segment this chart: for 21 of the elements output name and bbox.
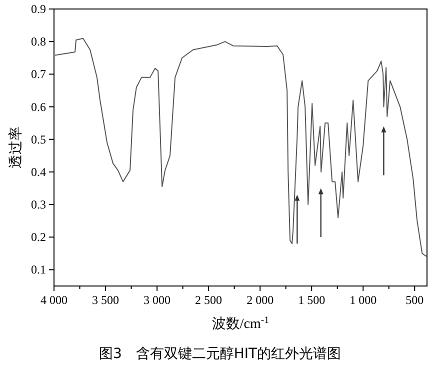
x-tick-label: 2 500 bbox=[195, 293, 222, 307]
y-tick-label: 0.2 bbox=[31, 230, 46, 244]
y-tick-label: 0.5 bbox=[31, 132, 46, 146]
line-series bbox=[54, 38, 428, 258]
x-tick-label: 1 500 bbox=[298, 293, 326, 307]
x-tick-label: 4 000 bbox=[40, 293, 68, 307]
y-tick-label: 0.6 bbox=[31, 100, 46, 114]
y-tick-label: 0.7 bbox=[31, 67, 46, 82]
x-tick-label: 1 000 bbox=[350, 293, 377, 307]
y-tick-label: 0.4 bbox=[31, 164, 46, 179]
y-tick-label: 0.1 bbox=[31, 262, 46, 277]
x-axis-title: 波数/cm$^{-1}$ bbox=[212, 314, 270, 332]
text: 图3 含有双键二元醇HIT的红外光谱图 bbox=[98, 346, 342, 362]
x-tick-label: 2 000 bbox=[246, 293, 274, 307]
y-tick-label: 0.3 bbox=[31, 198, 46, 212]
x-tick-label: 500 bbox=[406, 293, 424, 307]
x-tick-label: 3 500 bbox=[92, 293, 120, 307]
y-axis-title: 透过率 bbox=[8, 126, 24, 168]
y-tick-label: 0.9 bbox=[31, 2, 46, 16]
x-tick-label: 3 000 bbox=[144, 293, 171, 307]
y-tick-label: 0.8 bbox=[31, 34, 46, 49]
